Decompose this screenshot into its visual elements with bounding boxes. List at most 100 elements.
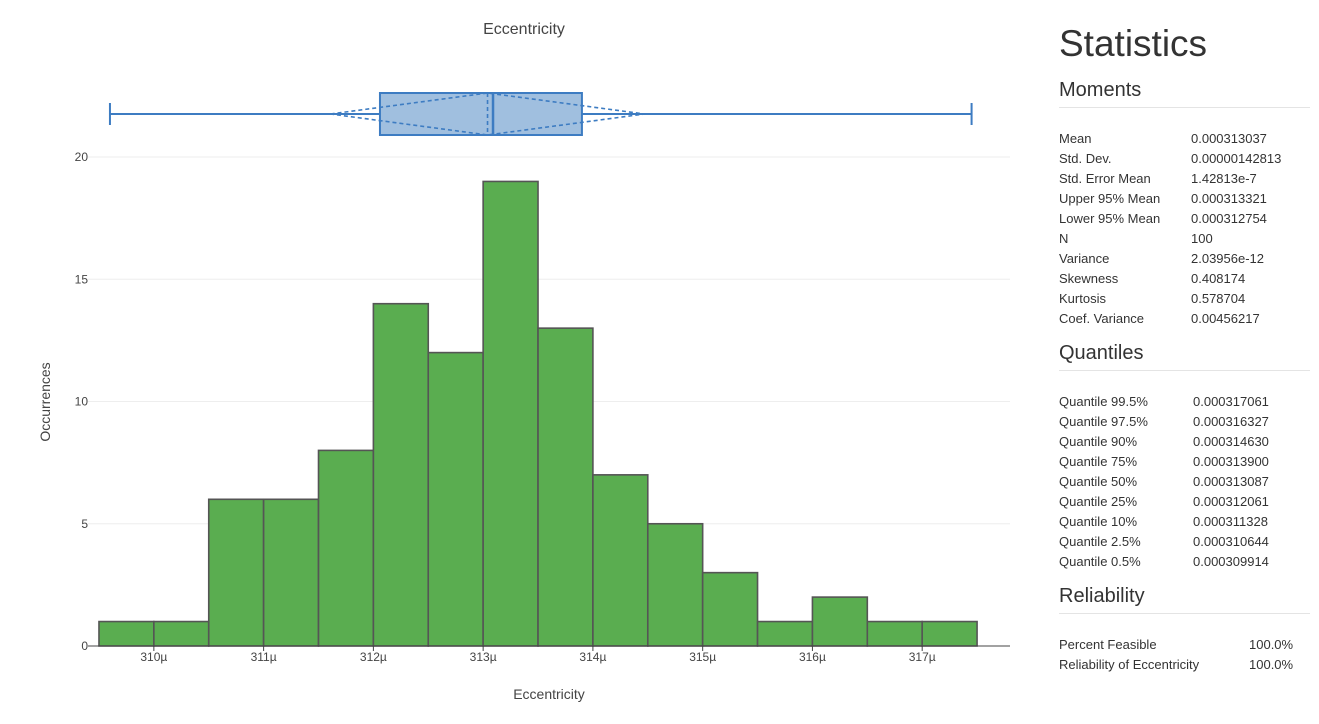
stat-value: 2.03956e-12: [1191, 251, 1265, 266]
stat-label: Std. Dev.: [1059, 151, 1112, 166]
x-tick-label: 310µ: [140, 650, 167, 664]
y-tick-label: 0: [81, 639, 88, 653]
stat-value: 0.000313900: [1193, 454, 1269, 469]
stat-label: Kurtosis: [1059, 291, 1106, 306]
stat-value: 0.000312061: [1193, 494, 1269, 509]
x-tick-label: 315µ: [689, 650, 716, 664]
moments-row: Skewness 0.408174: [1059, 269, 1310, 289]
stat-value: 0.000309914: [1193, 554, 1269, 569]
quantiles-row: Quantile 2.5% 0.000310644: [1059, 532, 1310, 552]
stat-value: 0.000313321: [1191, 191, 1267, 206]
stat-value: 1.42813e-7: [1191, 171, 1257, 186]
stat-label: Quantile 2.5%: [1059, 534, 1141, 549]
histogram-bar: [317, 449, 375, 647]
moments-row: Mean 0.000313037: [1059, 129, 1310, 149]
histogram-bar: [482, 180, 539, 647]
histogram-bar: [207, 498, 265, 647]
histogram-bar: [592, 474, 649, 647]
moments-row: Variance 2.03956e-12: [1059, 249, 1310, 269]
stat-label: Quantile 97.5%: [1059, 414, 1148, 429]
reliability-section: Reliability Percent Feasible 100.0% Relia…: [1059, 582, 1310, 675]
histogram-chart: 0 5 10 15 20 310µ 311µ 312µ 313µ 314µ 315µ 316µ 317µ…: [37, 21, 1010, 702]
box-iqr: [378, 92, 583, 136]
quantiles-row: Quantile 99.5% 0.000317061: [1059, 392, 1310, 412]
histogram-bar: [756, 620, 814, 647]
stat-value: 100.0%: [1249, 657, 1294, 672]
histogram-bar: [701, 571, 759, 647]
stat-label: Mean: [1059, 131, 1092, 146]
x-tick-label: 316µ: [799, 650, 826, 664]
histogram-bar: [153, 620, 210, 647]
statistics-title: Statistics: [1059, 23, 1208, 64]
quantiles-row: Quantile 25% 0.000312061: [1059, 492, 1310, 512]
moments-row: Kurtosis 0.578704: [1059, 289, 1310, 309]
stat-label: Lower 95% Mean: [1059, 211, 1161, 226]
stat-value: 0.000313087: [1193, 474, 1269, 489]
x-tick-label: 317µ: [909, 650, 936, 664]
histogram-bar: [262, 498, 320, 647]
histogram-bar: [646, 522, 704, 647]
stat-label: Quantile 90%: [1059, 434, 1138, 449]
x-tick-label: 312µ: [360, 650, 387, 664]
statistics-panel: Statistics Moments Mean 0.000313037 Std. …: [1059, 22, 1310, 675]
stat-label: Quantile 99.5%: [1059, 394, 1148, 409]
box-mean-sd-diamond: [330, 92, 645, 136]
quantiles-row: Quantile 50% 0.000313087: [1059, 472, 1310, 492]
stat-label: N: [1059, 231, 1069, 246]
moments-row: Std. Error Mean 1.42813e-7: [1059, 169, 1310, 189]
stat-value: 0.000310644: [1193, 534, 1269, 549]
x-tick-label: 313µ: [470, 650, 497, 664]
x-tick-label: 311µ: [251, 650, 277, 664]
x-tick-label: 314µ: [579, 650, 606, 664]
moments-title: Moments: [1059, 76, 1310, 108]
quantiles-title: Quantiles: [1059, 339, 1310, 371]
quantiles-table: Quantile 99.5% 0.000317061 Quantile 97.5%…: [1059, 392, 1310, 572]
stat-value: 0.000313037: [1191, 131, 1267, 146]
stat-value: 0.578704: [1191, 291, 1246, 306]
stat-value: 0.00000142813: [1191, 151, 1282, 166]
moments-row: Std. Dev. 0.00000142813: [1059, 149, 1310, 169]
moments-section: Moments Mean 0.000313037 Std. Dev. 0.00000…: [1059, 76, 1310, 329]
histogram-bar: [537, 327, 594, 647]
stat-label: Upper 95% Mean: [1059, 191, 1161, 206]
stat-label: Variance: [1059, 251, 1110, 266]
quantiles-row: Quantile 90% 0.000314630: [1059, 432, 1310, 452]
stat-value: 0.000317061: [1193, 394, 1269, 409]
x-axis-label: Eccentricity: [513, 686, 585, 702]
moments-row: Coef. Variance 0.00456217: [1059, 309, 1310, 329]
quantiles-row: Quantile 0.5% 0.000309914: [1059, 552, 1310, 572]
stat-value: 0.00456217: [1191, 311, 1260, 326]
stat-label: Quantile 25%: [1059, 494, 1138, 509]
stat-label: Quantile 50%: [1059, 474, 1138, 489]
stat-label: Percent Feasible: [1059, 637, 1157, 652]
quantiles-section: Quantiles Quantile 99.5% 0.000317061 Quan…: [1059, 339, 1310, 572]
stat-value: 0.000314630: [1193, 434, 1269, 449]
chart-canvas: 0 5 10 15 20 310µ 311µ 312µ 313µ 314µ 315µ 316µ 317µ…: [37, 21, 1010, 702]
quantiles-row: Quantile 75% 0.000313900: [1059, 452, 1310, 472]
y-tick-label: 10: [75, 395, 89, 409]
stat-label: Quantile 0.5%: [1059, 554, 1141, 569]
y-axis-label: Occurrences: [37, 362, 53, 441]
stat-value: 0.408174: [1191, 271, 1246, 286]
stat-label: Std. Error Mean: [1059, 171, 1151, 186]
stat-value: 0.000312754: [1191, 211, 1267, 226]
histogram-bar: [921, 620, 978, 647]
quantiles-row: Quantile 10% 0.000311328: [1059, 512, 1310, 532]
stat-label: Reliability of Eccentricity: [1059, 657, 1200, 672]
moments-row: Upper 95% Mean 0.000313321: [1059, 189, 1310, 209]
stat-label: Quantile 75%: [1059, 454, 1138, 469]
histogram-bar: [98, 620, 155, 647]
stat-label: Skewness: [1059, 271, 1119, 286]
stat-value: 0.000316327: [1193, 414, 1269, 429]
reliability-row: Reliability of Eccentricity 100.0%: [1059, 655, 1310, 675]
stat-label: Coef. Variance: [1059, 311, 1145, 326]
y-tick-label: 20: [75, 150, 89, 164]
y-tick-label: 15: [75, 272, 89, 286]
moments-row: N 100: [1059, 229, 1310, 249]
reliability-title: Reliability: [1059, 582, 1310, 614]
y-tick-label: 5: [81, 517, 88, 531]
histogram-bar: [427, 351, 484, 647]
stat-label: Quantile 10%: [1059, 514, 1138, 529]
quantiles-row: Quantile 97.5% 0.000316327: [1059, 412, 1310, 432]
moments-table: Mean 0.000313037 Std. Dev. 0.00000142813 S…: [1059, 129, 1310, 329]
